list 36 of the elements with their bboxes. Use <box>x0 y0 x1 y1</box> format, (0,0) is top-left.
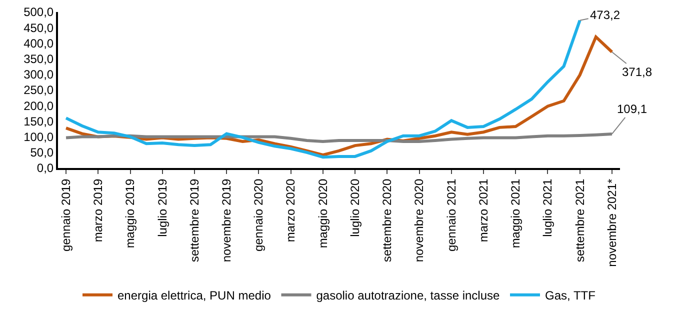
legend-label: Gas, TTF <box>545 288 596 302</box>
x-tick-label: gennaio 2019 <box>58 178 73 252</box>
annotation: 109,1 <box>617 102 648 116</box>
y-tick-label: 300,0 <box>24 68 54 82</box>
y-tick-label: 100,0 <box>24 130 54 144</box>
x-tick-label: settembre 2020 <box>380 178 394 262</box>
annotation: 371,8 <box>622 65 652 79</box>
y-tick-label: 500,0 <box>24 5 54 20</box>
y-tick-label: 250,0 <box>24 83 54 98</box>
x-tick-label: luglio 2020 <box>348 178 362 237</box>
legend-label: gasolio autotrazione, tasse incluse <box>316 288 500 302</box>
y-tick-label: 0,0 <box>36 161 54 176</box>
line-series <box>64 18 582 159</box>
annotation: 473,2 <box>590 8 620 22</box>
legend-label: energia elettrica, PUN medio <box>118 288 272 302</box>
y-tick-label: 50,0 <box>30 146 54 160</box>
x-tick-label: marzo 2021 <box>476 178 490 242</box>
x-tick-label: maggio 2021 <box>508 178 523 248</box>
x-tick-label: settembre 2019 <box>187 178 202 262</box>
x-tick-label: settembre 2021 <box>572 178 587 262</box>
x-tick-label: gennaio 2020 <box>252 178 266 252</box>
x-tick-label: gennaio 2021 <box>444 178 458 252</box>
y-tick-label: 450,0 <box>24 20 54 35</box>
y-tick-label: 400,0 <box>24 36 54 50</box>
x-tick-label: maggio 2020 <box>316 178 330 248</box>
x-tick-label: maggio 2019 <box>123 178 138 248</box>
x-tick-label: luglio 2019 <box>155 178 170 237</box>
x-tick-label: luglio 2021 <box>540 178 555 237</box>
x-tick-label: marzo 2019 <box>91 178 106 242</box>
y-tick-label: 350,0 <box>24 52 54 66</box>
x-tick-label: novembre 2020 <box>412 178 426 262</box>
x-tick-label: marzo 2020 <box>284 178 298 242</box>
y-tick-label: 150,0 <box>24 114 54 128</box>
x-tick-label: novembre 2021* <box>604 178 619 267</box>
x-tick-label: novembre 2019 <box>220 178 234 262</box>
y-tick-label: 200,0 <box>24 98 54 113</box>
